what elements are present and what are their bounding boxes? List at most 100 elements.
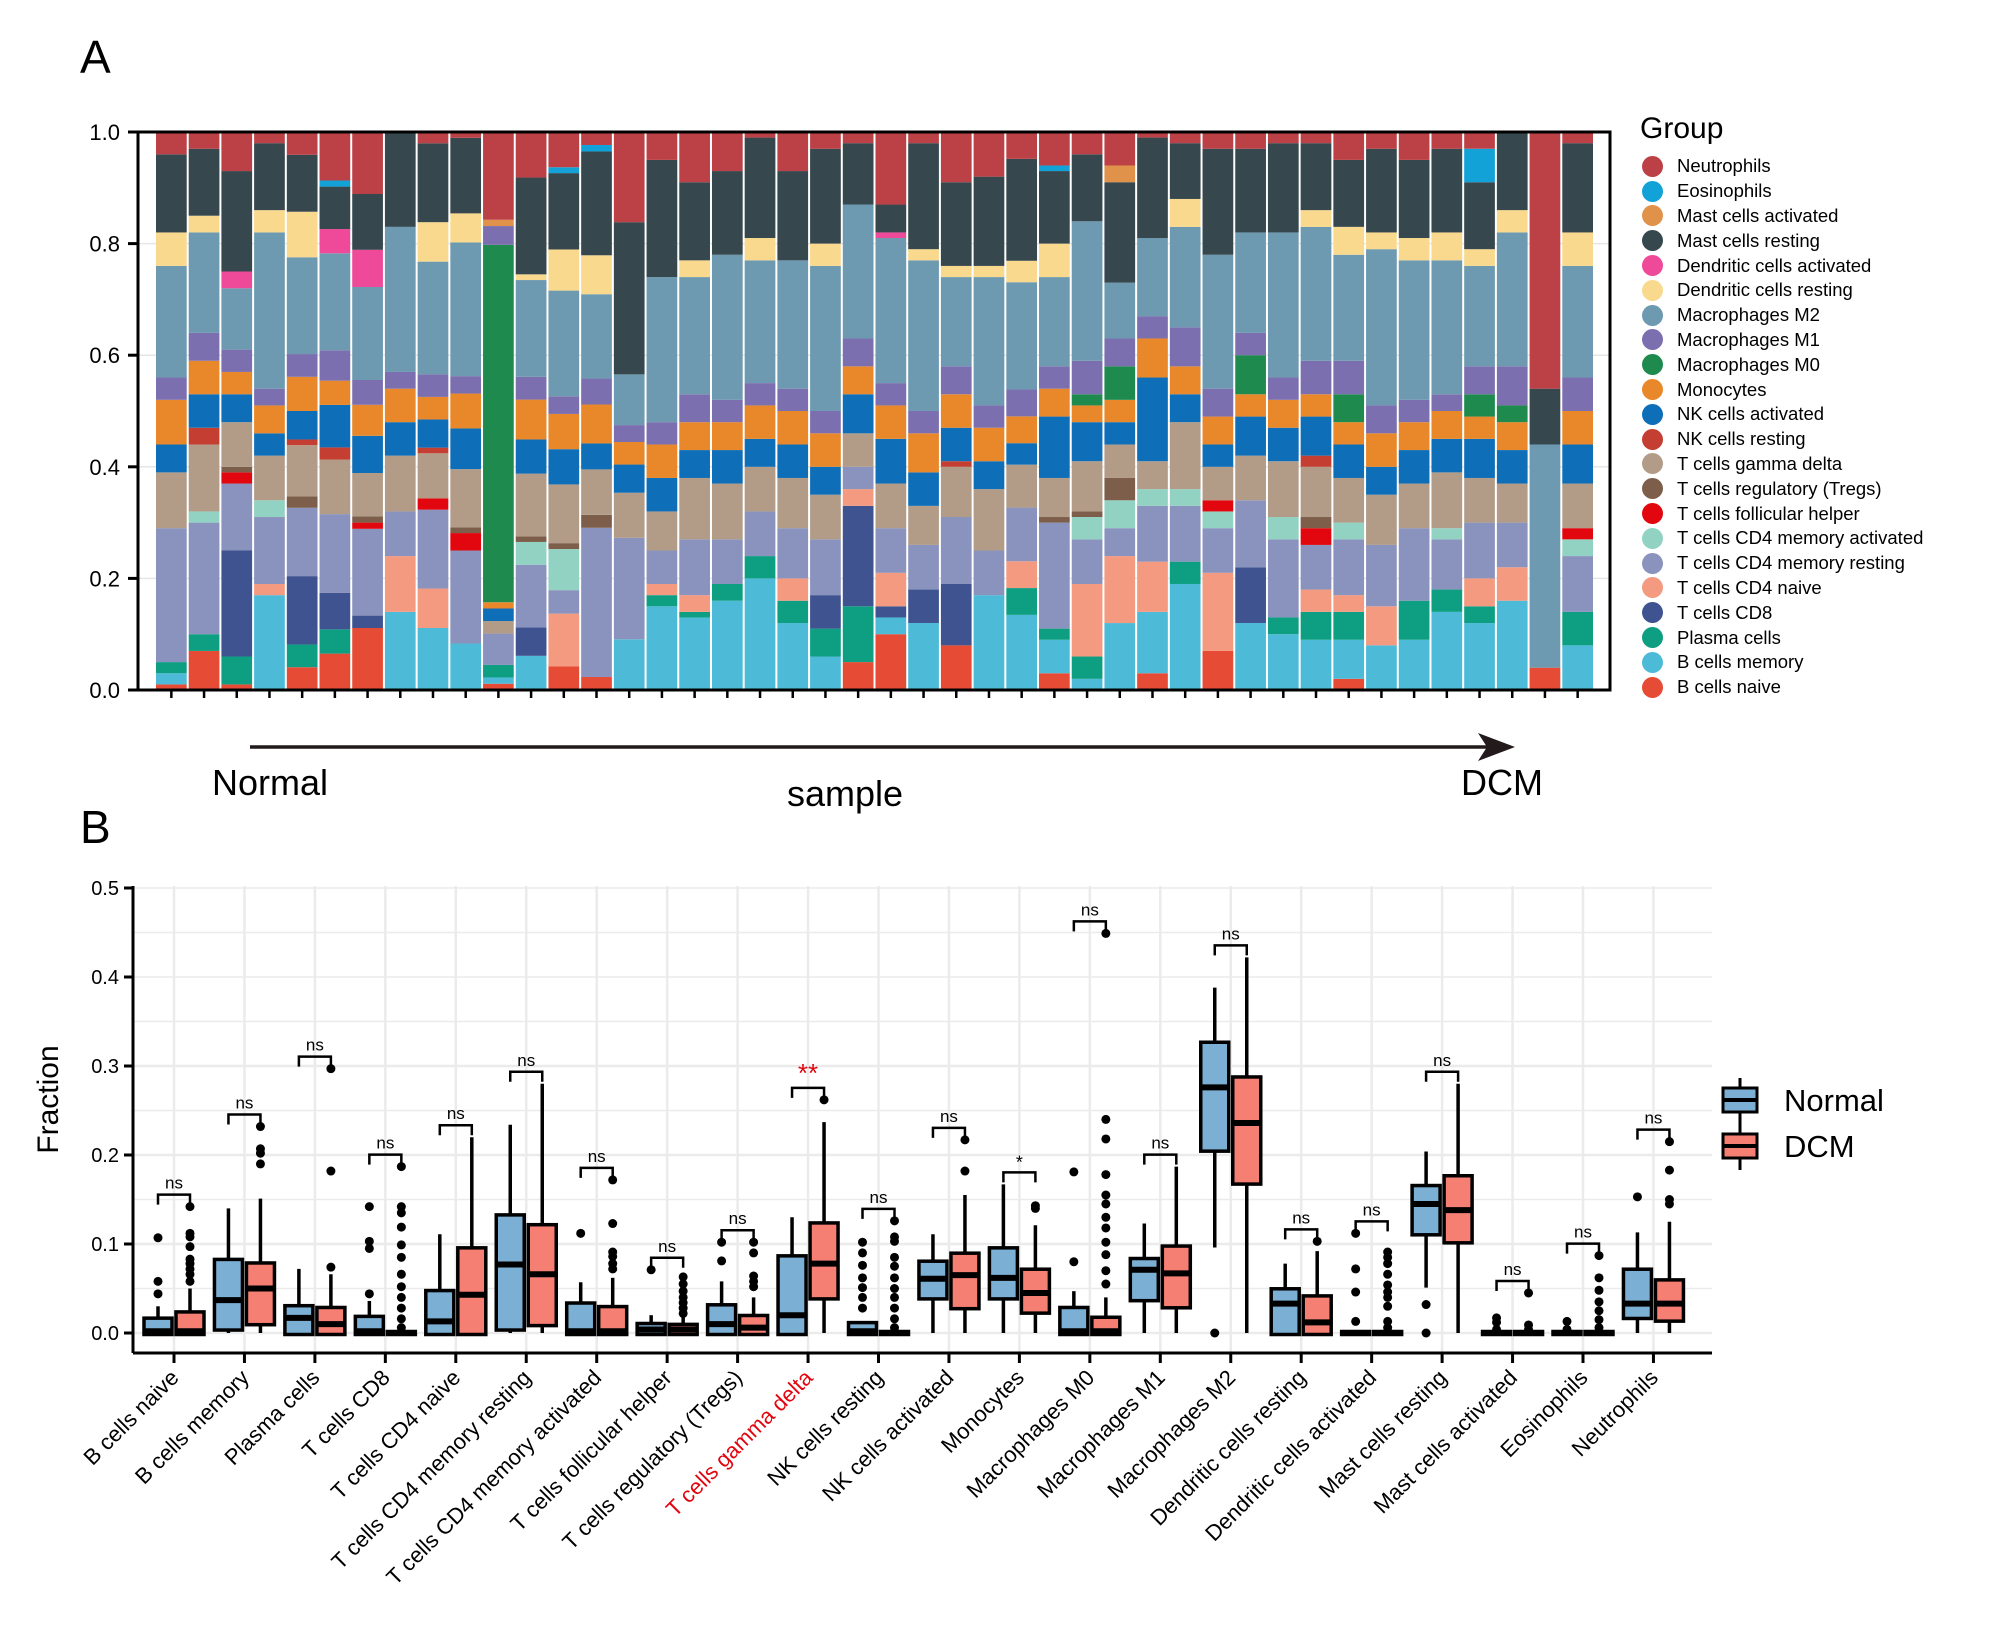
bar-segment	[1235, 416, 1266, 456]
box	[987, 1246, 1020, 1301]
bar-segment	[156, 662, 187, 674]
outlier-point	[396, 1282, 406, 1292]
bar-segment	[156, 472, 187, 529]
bar-segment	[679, 422, 710, 451]
bar-segment	[1169, 198, 1201, 227]
bar-segment	[1006, 158, 1038, 261]
bar-segment	[1006, 443, 1038, 465]
bar-segment	[1562, 132, 1593, 144]
bar-segment	[1464, 606, 1495, 624]
bar-segment	[1104, 444, 1136, 478]
outlier-point	[1383, 1323, 1393, 1333]
bar-segment	[810, 243, 841, 266]
bar-segment	[1267, 539, 1299, 618]
category-group: **	[776, 1058, 840, 1337]
legend-item: Neutrophils	[1640, 154, 1923, 179]
bar-segment	[450, 213, 482, 243]
outlier-point	[255, 1122, 265, 1132]
legend-label: Plasma cells	[1677, 626, 1781, 648]
bar-segment	[1496, 600, 1528, 690]
significance-bracket	[931, 1126, 967, 1138]
outlier-point	[396, 1202, 406, 1212]
outlier-point	[364, 1243, 374, 1253]
bar-segment	[1006, 389, 1038, 417]
bar-segment	[515, 177, 547, 275]
bar-segment	[875, 132, 907, 205]
legend-swatch-icon	[1642, 155, 1663, 177]
bar-segment	[711, 583, 743, 601]
outlier-point	[396, 1240, 406, 1250]
bar-segment	[875, 528, 907, 573]
bar-segment	[744, 383, 776, 406]
y-tick-label: 0.2	[89, 566, 120, 591]
bar-segment	[1137, 238, 1168, 317]
bar-segment	[1104, 366, 1136, 400]
sample-bar	[1169, 132, 1201, 690]
bar-segment	[1137, 137, 1168, 239]
bar-segment	[450, 533, 482, 551]
significance-label: ns	[1574, 1223, 1592, 1242]
category-group: ns	[1480, 1260, 1545, 1337]
outlier-point	[717, 1256, 727, 1266]
significance-bracket	[1354, 1220, 1389, 1232]
category-group: ns	[1551, 1223, 1615, 1337]
outlier-point	[1594, 1285, 1604, 1295]
sample-bar	[613, 132, 645, 690]
bar-segment	[711, 254, 743, 400]
bar-segment	[1300, 132, 1332, 144]
bar-segment	[1039, 366, 1070, 389]
bar-segment	[973, 427, 1005, 462]
bar-segment	[1300, 528, 1332, 545]
outlier-point	[890, 1292, 899, 1302]
outlier-point	[396, 1303, 406, 1313]
bar-segment	[1300, 143, 1332, 211]
bar-segment	[1300, 544, 1332, 590]
category-group: ns	[1199, 924, 1263, 1338]
bar-segment	[777, 132, 809, 172]
bar-segment	[1333, 522, 1365, 540]
bar-segment	[1562, 645, 1593, 690]
significance-bracket	[861, 1207, 896, 1219]
significance-label: ns	[588, 1147, 606, 1166]
bar-segment	[875, 232, 907, 239]
bar-segment	[1431, 589, 1463, 612]
bar-segment	[1398, 399, 1430, 423]
bar-segment	[940, 265, 972, 278]
bar-segment	[1333, 254, 1365, 361]
sample-bar	[1333, 132, 1365, 690]
bar-segment	[450, 527, 482, 534]
bar-segment	[515, 627, 547, 656]
bar-segment	[1235, 132, 1266, 149]
bar-segment	[842, 204, 874, 339]
bar-segment	[1104, 528, 1136, 557]
legend-label: B cells naive	[1677, 676, 1781, 698]
outlier-point	[1101, 1190, 1111, 1200]
bar-segment	[940, 366, 972, 395]
bar-segment	[1235, 232, 1266, 333]
outlier-point	[255, 1148, 265, 1158]
box	[315, 1305, 347, 1337]
bar-segment	[1366, 405, 1397, 434]
y-tick-label: 0.4	[91, 967, 119, 989]
bar-segment	[1267, 617, 1299, 635]
bar-segment	[352, 194, 383, 250]
outlier-point	[1383, 1316, 1393, 1326]
bar-segment	[352, 249, 383, 287]
bar-segment	[1071, 221, 1103, 361]
box	[1653, 1278, 1686, 1323]
bar-segment	[1300, 416, 1332, 456]
sample-bar	[483, 132, 514, 690]
bar-segment	[417, 498, 449, 510]
legend-item: T cells CD4 memory activated	[1640, 526, 1923, 551]
outlier-point	[1101, 1134, 1111, 1144]
significance-label: ns	[376, 1134, 394, 1153]
bar-segment	[254, 388, 285, 406]
sample-bar	[286, 132, 318, 690]
bar-segment	[1366, 645, 1397, 690]
bar-segment	[548, 413, 580, 450]
bar-segment	[1039, 165, 1070, 172]
outlier-point	[1594, 1323, 1604, 1333]
category-group: ns	[353, 1134, 418, 1337]
bar-segment	[908, 589, 939, 624]
